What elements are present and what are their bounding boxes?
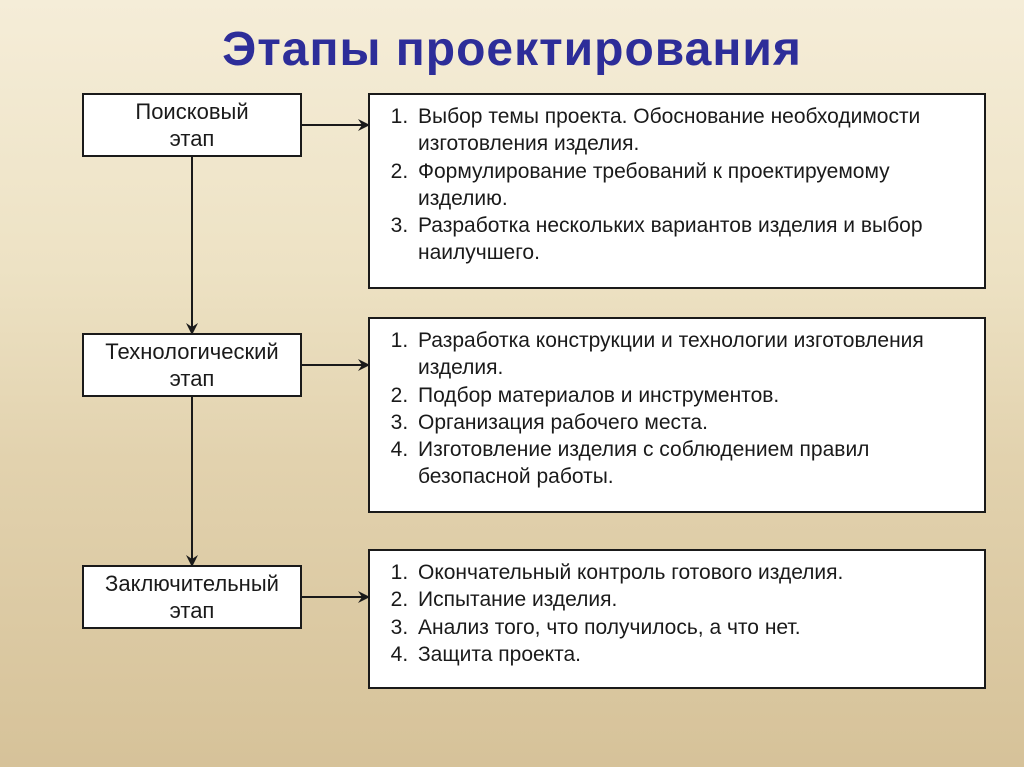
list-item: Защита проекта. <box>414 641 970 668</box>
stage-label-line2: этап <box>94 597 290 625</box>
detail-box-final: Окончательный контроль готового изделия.… <box>368 549 986 689</box>
list-item: Формулирование требований к проектируемо… <box>414 158 970 213</box>
stage-label-line1: Технологический <box>94 338 290 366</box>
stage-label-line1: Заключительный <box>94 570 290 598</box>
list-item: Анализ того, что получилось, а что нет. <box>414 614 970 641</box>
detail-list: Выбор темы проекта. Обоснование необходи… <box>384 103 970 267</box>
stage-label-line2: этап <box>94 365 290 393</box>
list-item: Подбор материалов и инструментов. <box>414 382 970 409</box>
stage-box-final: Заключительный этап <box>82 565 302 629</box>
list-item: Выбор темы проекта. Обоснование необходи… <box>414 103 970 158</box>
page-title: Этапы проектирования <box>0 0 1024 91</box>
list-item: Разработка нескольких вариантов изделия … <box>414 212 970 267</box>
list-item: Окончательный контроль готового изделия. <box>414 559 970 586</box>
detail-list: Разработка конструкции и технологии изго… <box>384 327 970 491</box>
list-item: Организация рабочего места. <box>414 409 970 436</box>
flowchart: Поисковый этап Выбор темы проекта. Обосн… <box>0 91 1024 751</box>
detail-box-technology: Разработка конструкции и технологии изго… <box>368 317 986 513</box>
detail-box-search: Выбор темы проекта. Обоснование необходи… <box>368 93 986 289</box>
list-item: Разработка конструкции и технологии изго… <box>414 327 970 382</box>
stage-label-line2: этап <box>94 125 290 153</box>
stage-box-technology: Технологический этап <box>82 333 302 397</box>
stage-box-search: Поисковый этап <box>82 93 302 157</box>
stage-label-line1: Поисковый <box>94 98 290 126</box>
list-item: Испытание изделия. <box>414 586 970 613</box>
list-item: Изготовление изделия с соблюдением прави… <box>414 436 970 491</box>
detail-list: Окончательный контроль готового изделия.… <box>384 559 970 668</box>
